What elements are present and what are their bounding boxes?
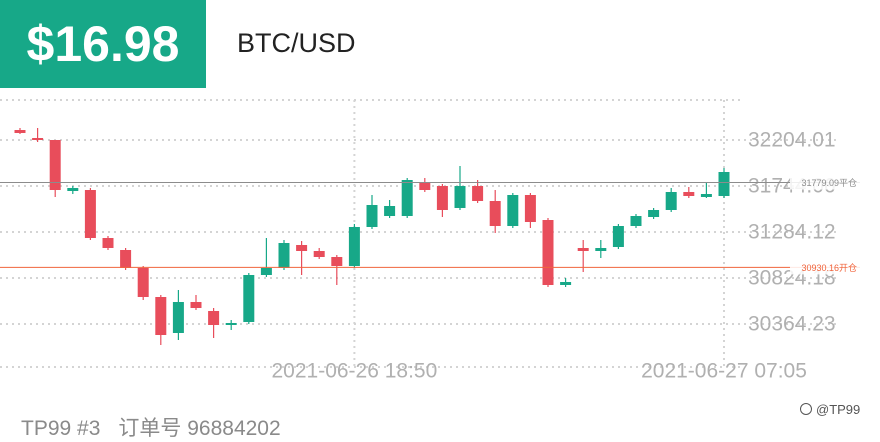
candle-body [348,227,360,266]
order-id: TP99 #3 [21,417,101,440]
candle-body [524,195,536,222]
candle-body [243,275,255,322]
candle-body [472,186,484,201]
candle-body [14,130,26,133]
candle-body [190,302,202,308]
candle-body [489,201,501,226]
candle-body [419,182,431,190]
candle-body [718,172,730,196]
candle-body [155,297,167,335]
position-label: 30930.16开仓 [801,262,857,273]
x-tick-label: 2021-06-27 07:05 [641,360,807,383]
candle-body [560,282,572,285]
candle-body [507,195,519,226]
candle-body [49,140,61,190]
candle-body [454,186,466,208]
position-label: 31779.09平仓 [801,177,857,188]
candle-body [648,210,660,217]
x-tick-label: 2021-06-26 18:50 [271,360,437,383]
candle-body [542,220,554,285]
candle-body [630,216,642,226]
watermark-text: @TP99 [816,402,861,417]
order-number: 订单号 96884202 [118,417,281,440]
candle-body [260,268,272,275]
candle-body [683,192,695,196]
candle-body [384,206,396,216]
price-badge: $16.98 [0,0,206,88]
candle-body [120,250,132,268]
y-tick-label: 31284.12 [748,221,836,244]
candle-body [401,180,413,216]
pair-title: BTC/USD [237,28,356,58]
candle-body [208,311,220,325]
candle-body [296,245,308,251]
candle-body [577,248,589,251]
order-info: TP99 #3 订单号 96884202 [21,412,281,442]
y-tick-label: 30364.23 [748,313,836,336]
y-tick-label: 32204.01 [748,129,836,152]
candle-body [612,226,624,247]
candle-body [313,251,325,257]
position-label-bg [790,260,860,275]
candle-body [137,268,149,297]
candle-body [102,238,114,248]
candle-body [172,302,184,333]
candle-body [366,205,378,227]
candle-body [436,186,448,210]
candle-body [595,248,607,251]
candle-body [278,243,290,268]
watermark: @TP99 [800,402,860,417]
position-label-bg [790,175,860,190]
candle-body [84,190,96,238]
candle-body [665,192,677,210]
candle-body [225,323,237,325]
watermark-icon [800,403,812,415]
candle-body [67,188,79,191]
candle-body [331,257,343,266]
candle-body [700,194,712,197]
candle-body [32,138,44,140]
